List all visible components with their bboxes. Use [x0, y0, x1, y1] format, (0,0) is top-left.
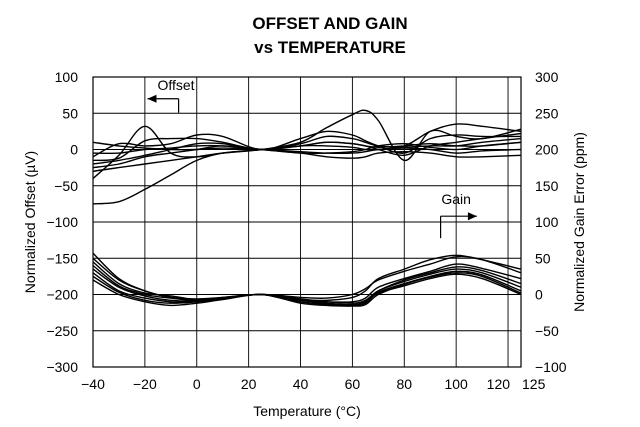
- offset-series-line: [92, 141, 522, 155]
- y-tick-label-left: −200: [46, 287, 78, 303]
- y-tick-label-right: 200: [535, 142, 559, 158]
- offset-series-line: [92, 123, 522, 162]
- offset-series-line: [92, 130, 522, 158]
- series-group: [92, 109, 522, 307]
- gain-series-line: [92, 264, 522, 304]
- chart-title-line-2: vs TEMPERATURE: [254, 38, 406, 57]
- x-tick-label: 40: [293, 376, 309, 392]
- y-tick-label-right: 250: [535, 105, 559, 121]
- x-tick-label: 60: [345, 376, 361, 392]
- y-tick-label-right: −50: [535, 323, 559, 339]
- y-tick-label-left: −250: [46, 323, 78, 339]
- x-tick-label: 120: [487, 376, 511, 392]
- x-tick-label: 20: [241, 376, 257, 392]
- y-tick-label-right: 100: [535, 214, 559, 230]
- x-tick-label: 80: [396, 376, 412, 392]
- gain-series-line: [92, 255, 522, 300]
- x-tick-label: −20: [133, 376, 157, 392]
- y-tick-label-left: 50: [62, 105, 78, 121]
- offset-annotation-label: Offset: [157, 77, 194, 93]
- x-tick-label: 125: [522, 376, 546, 392]
- y-tick-label-right: 0: [535, 287, 543, 303]
- offset-series-line: [92, 137, 522, 205]
- y-tick-label-left: −100: [46, 214, 78, 230]
- offset-series-line: [92, 144, 522, 159]
- tick-labels: −40 −20 0 20 40 60 80 100 120 125100500−50−100−15…: [46, 69, 566, 392]
- arrowhead-left-icon: [147, 94, 157, 103]
- gain-series-line: [92, 272, 522, 307]
- y-axis-label-right: Normalized Gain Error (ppm): [571, 132, 587, 312]
- y-tick-label-left: 0: [70, 142, 78, 158]
- y-axis-label-left: Normalized Offset (µV): [22, 151, 38, 293]
- x-tick-label: −40: [81, 376, 105, 392]
- y-tick-label-right: −100: [535, 359, 567, 375]
- y-tick-label-left: −150: [46, 250, 78, 266]
- grid: [92, 76, 522, 368]
- x-tick-label: 100: [444, 376, 468, 392]
- plot-frame: [92, 76, 522, 368]
- y-tick-label-right: 300: [535, 69, 559, 85]
- gain-annotation-label: Gain: [441, 191, 471, 207]
- y-tick-label-left: −300: [46, 359, 78, 375]
- gain-series-line: [92, 273, 522, 307]
- y-tick-label-left: 100: [55, 69, 79, 85]
- gain-series-line: [92, 252, 522, 302]
- arrowhead-right-icon: [467, 212, 477, 221]
- chart-title-line-1: OFFSET AND GAIN: [252, 14, 407, 33]
- y-tick-label-left: −50: [54, 178, 78, 194]
- annotations: Offset Gain: [147, 77, 477, 239]
- offset-series-line: [92, 141, 522, 172]
- y-tick-label-right: 150: [535, 178, 559, 194]
- y-tick-label-right: 50: [535, 250, 551, 266]
- x-axis-label: Temperature (°C): [253, 403, 361, 419]
- x-tick-label: 0: [193, 376, 201, 392]
